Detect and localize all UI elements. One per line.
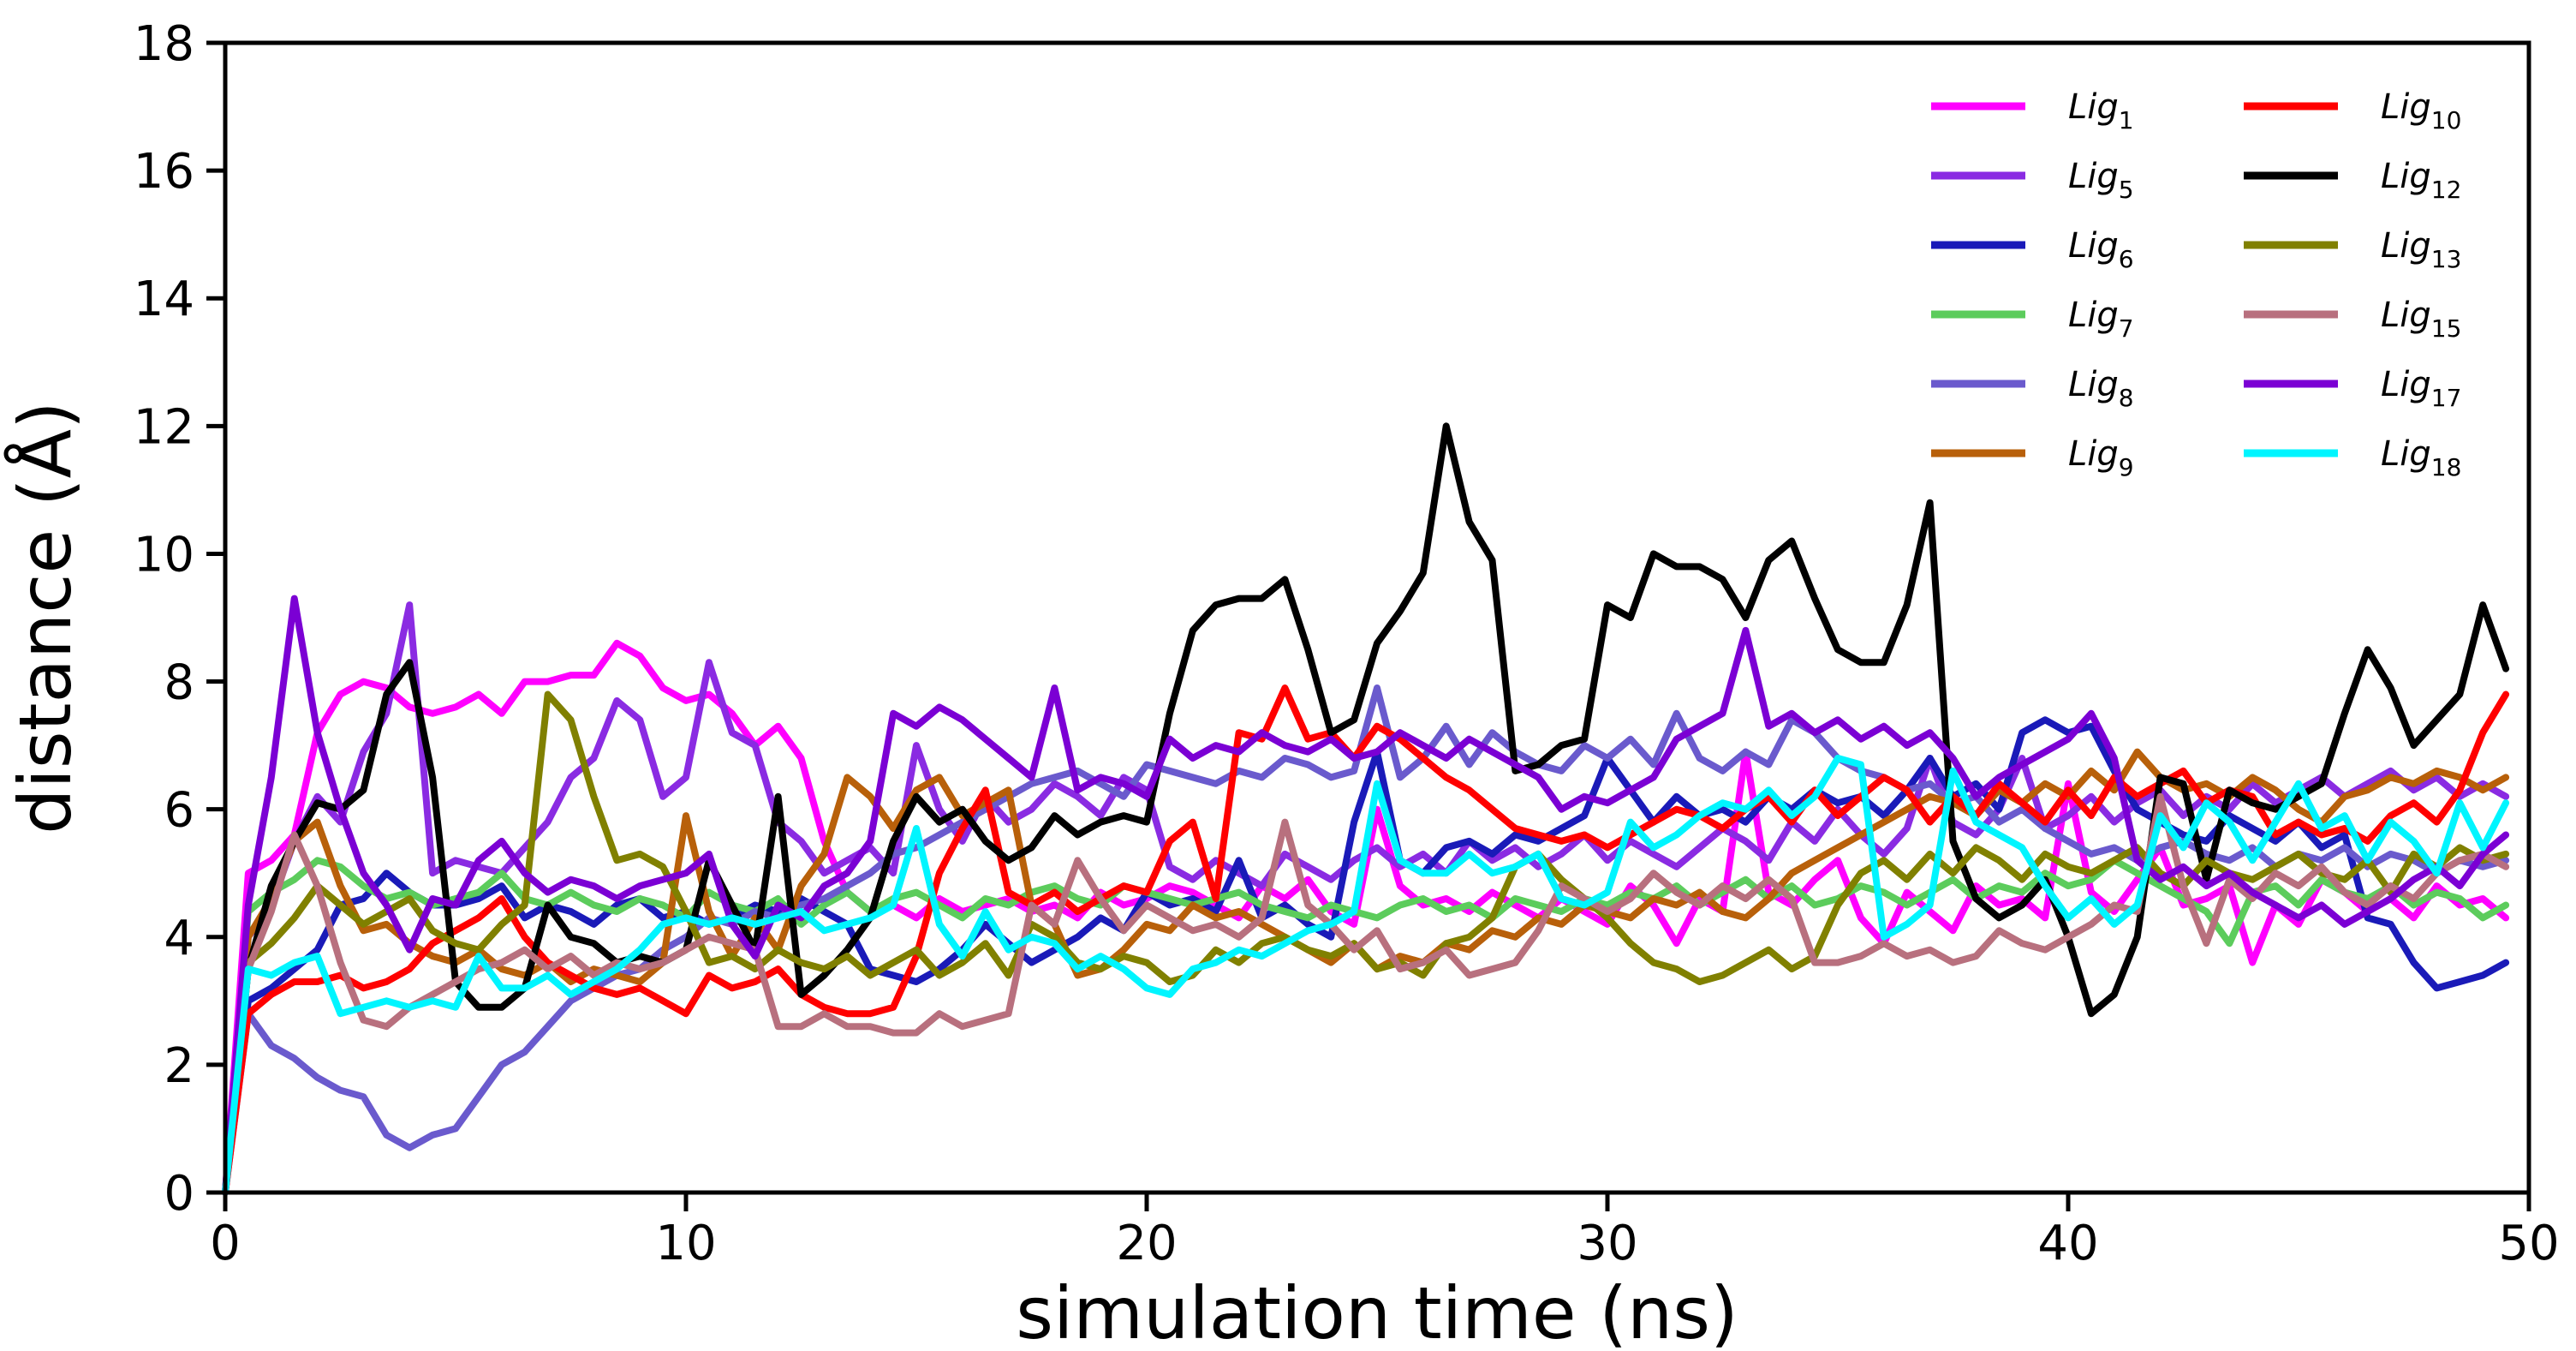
series-line-lig7 — [222, 857, 2510, 1196]
y-tick-label: 14 — [134, 272, 194, 327]
series-line-lig13 — [222, 690, 2510, 1196]
y-tick-label: 2 — [164, 1038, 194, 1094]
y-tick-label: 0 — [164, 1166, 194, 1222]
x-axis-label: simulation time (ns) — [1016, 1271, 1738, 1351]
series-line-lig17 — [222, 595, 2510, 1196]
y-tick-label: 16 — [134, 144, 194, 200]
series-layer — [222, 422, 2510, 1196]
series-line-lig10 — [222, 684, 2510, 1196]
y-tick-label: 8 — [164, 655, 194, 711]
series-line-lig12 — [222, 422, 2510, 1196]
plot-frame — [223, 40, 2531, 1195]
x-tick-label: 50 — [2498, 1216, 2559, 1271]
x-tick-label: 40 — [2037, 1216, 2098, 1271]
x-tick-label: 20 — [1116, 1216, 1177, 1271]
y-tick-label: 12 — [134, 399, 194, 455]
series-line-lig18 — [222, 755, 2510, 1196]
y-tick-label: 6 — [164, 783, 194, 839]
y-axis-label: distance (Å) — [3, 401, 87, 834]
x-tick-label: 10 — [655, 1216, 716, 1271]
series-line-lig15 — [222, 792, 2510, 1196]
y-tick-label: 18 — [134, 16, 194, 72]
y-tick-label: 10 — [134, 527, 194, 583]
y-tick-label: 4 — [164, 911, 194, 966]
x-tick-label: 30 — [1577, 1216, 1637, 1271]
x-tick-label: 0 — [210, 1216, 241, 1271]
x-axis: 0 10 20 30 40 50 — [210, 1193, 2560, 1271]
y-axis: 0 2 4 6 8 10 12 14 16 18 — [134, 16, 225, 1222]
legend-label-lig15: Lig15 — [2381, 296, 2461, 343]
